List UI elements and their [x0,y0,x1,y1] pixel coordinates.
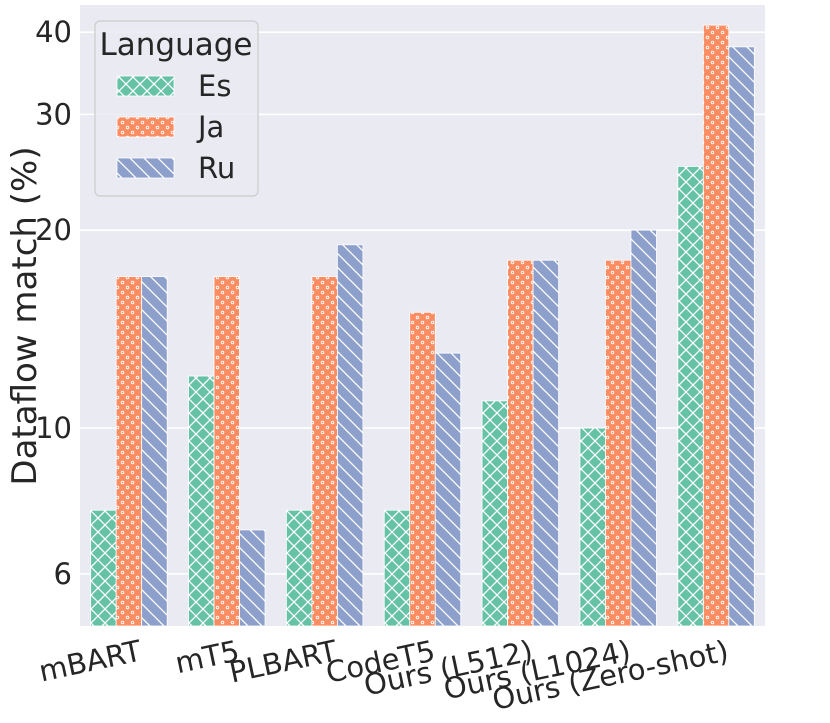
legend-swatch-pattern-ru [116,157,175,179]
legend-label-ru: Ru [198,151,235,185]
bar-pattern-es [90,509,117,627]
legend-label-es: Es [198,69,231,103]
bar-pattern-ru [141,276,168,627]
bar-pattern-ru [239,529,266,627]
bar-pattern-ru [728,46,755,627]
bar-pattern-ru [532,259,560,627]
bar-pattern-ru [630,229,657,627]
bar-pattern-es [383,509,411,627]
bar-pattern-ru [434,352,462,627]
bar-pattern-es [579,427,606,627]
legend-label-ja: Ja [196,110,224,144]
y-tick-label: 10 [35,411,72,445]
bar-pattern-es [285,509,313,627]
bar-pattern-ja [213,276,240,627]
y-tick-label: 6 [54,557,72,591]
legend-title: Language [100,27,253,63]
bar-pattern-ja [507,259,534,627]
bar-pattern-ja [409,311,436,627]
bar-pattern-es [188,375,215,627]
legend-swatch-pattern-ja [116,116,175,138]
bar-pattern-ja [311,276,338,627]
bar-pattern-ja [605,259,632,627]
legend-box [94,20,259,197]
bar-pattern-ru [336,244,364,627]
y-axis-title: Dataflow match (%) [5,146,45,485]
bar-pattern-ja [115,276,143,627]
bar-pattern-ja [702,24,730,627]
x-tick-label: mBART [36,634,145,689]
legend-swatch-pattern-es [116,75,175,97]
y-tick-label: 40 [35,15,72,49]
y-tick-label: 20 [35,213,72,247]
bar-pattern-es [677,166,704,627]
bar-pattern-es [481,400,509,627]
y-tick-label: 30 [35,97,72,131]
